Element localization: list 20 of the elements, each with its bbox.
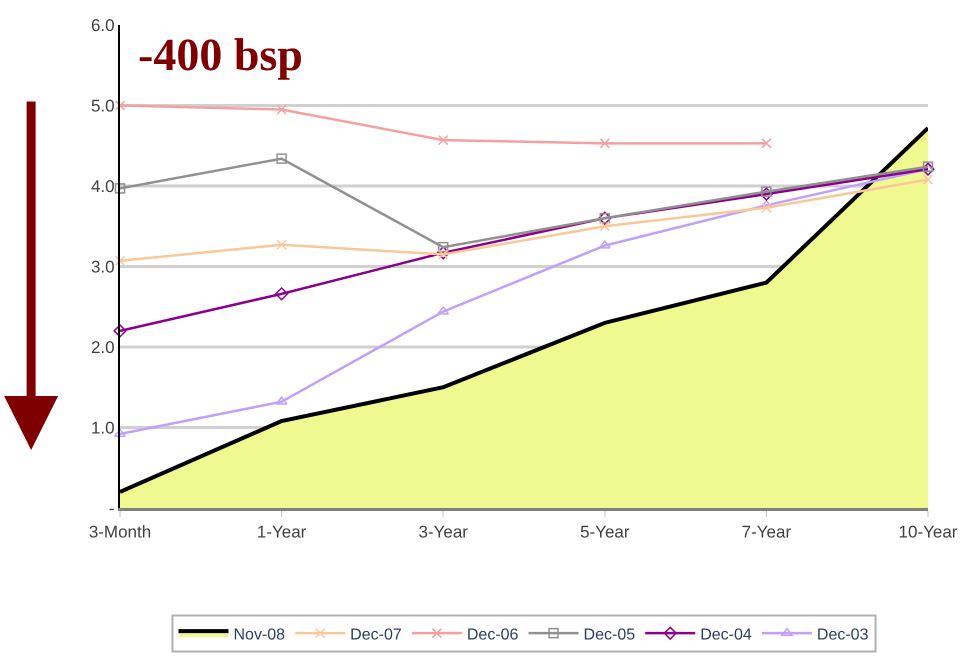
x-tick-label: 5-Year [580,522,630,542]
legend-label: Dec-07 [350,626,402,644]
annotation: -400 bsp [138,29,303,80]
y-tick-label: 1.0 [90,418,115,438]
legend-label: Dec-05 [584,626,636,644]
y-tick-label: - [108,498,115,518]
x-tick-label: 1-Year [256,522,307,542]
x-tick-label: 7-Year [742,522,792,542]
y-tick-label: 5.0 [90,96,115,116]
legend-label: Dec-06 [466,626,519,644]
x-tick-label: 3-Year [418,522,468,542]
legend-label: Dec-03 [816,626,869,644]
legend-label: Dec-04 [700,626,752,644]
x-tick-label: 10-Year [898,522,958,542]
y-tick-label: 3.0 [90,257,115,276]
x-tick-label: 3-Month [88,522,152,542]
legend-label: Nov-08 [234,626,286,644]
y-tick-label: 2.0 [90,338,115,357]
y-tick-label: 6.0 [90,16,115,35]
y-tick-label: 4.0 [90,176,115,196]
